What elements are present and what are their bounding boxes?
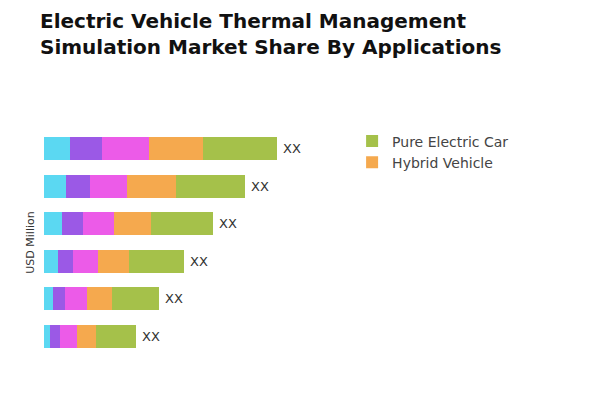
svg-text:XX: XX	[165, 291, 183, 306]
svg-text:Hybrid Vehicle: Hybrid Vehicle	[392, 155, 493, 171]
svg-text:XX: XX	[142, 329, 160, 344]
svg-text:XX: XX	[219, 216, 237, 231]
svg-text:XX: XX	[251, 179, 269, 194]
svg-text:Electric Vehicle Thermal Manag: Electric Vehicle Thermal ManagementSimul…	[40, 9, 501, 59]
svg-text:XX: XX	[283, 141, 301, 156]
svg-text:XX: XX	[190, 254, 208, 269]
svg-text:Pure Electric Car: Pure Electric Car	[392, 134, 508, 150]
svg-text:USD Million: USD Million	[24, 211, 37, 273]
